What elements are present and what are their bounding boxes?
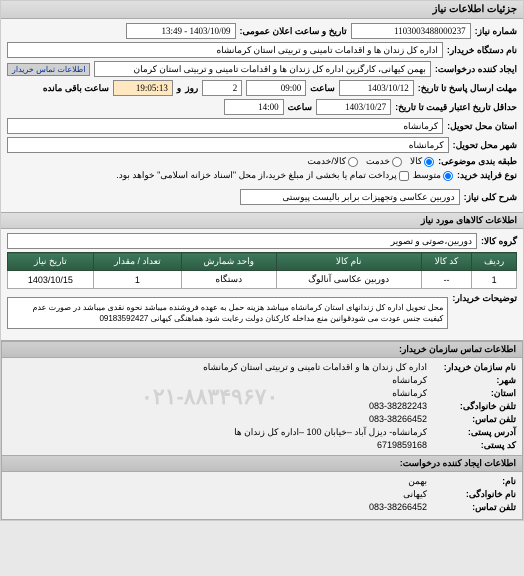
day-label: روز — [185, 83, 198, 94]
creator-header: اطلاعات ایجاد کننده درخواست: — [2, 455, 522, 472]
col-code: کد کالا — [421, 253, 472, 271]
service-radio[interactable] — [392, 157, 402, 167]
creator-label: ایجاد کننده درخواست: — [435, 64, 517, 75]
contact-city-value: کرمانشاه — [392, 375, 427, 386]
table-row[interactable]: 1 -- دوربین عکاسی آنالوگ دستگاه 1 1403/1… — [8, 271, 517, 289]
creator-family-value: کیهانی — [403, 489, 427, 500]
province-label: استان محل تحویل: — [447, 121, 517, 132]
col-row: ردیف — [472, 253, 517, 271]
creator-input[interactable] — [94, 61, 430, 77]
cell-qty: 1 — [93, 271, 181, 289]
medium-radio[interactable] — [443, 171, 453, 181]
creator-name-label: نام: — [431, 476, 516, 487]
cell-date: 1403/10/15 — [8, 271, 94, 289]
contact-province-label: استان: — [431, 388, 516, 399]
cell-code: -- — [421, 271, 472, 289]
goods-radio-label: کالا — [410, 156, 422, 167]
item-group-label: گروه کالا: — [481, 236, 517, 247]
validity-date-input[interactable] — [316, 99, 391, 115]
need-no-input[interactable] — [351, 23, 471, 39]
contact-phone-value: 083-38266452 — [369, 414, 427, 425]
remaining-label: ساعت باقی مانده — [43, 83, 109, 94]
city-input[interactable] — [7, 137, 449, 153]
need-title-label: شرح کلی نیاز: — [464, 192, 517, 203]
cell-name: دوربین عکاسی آنالوگ — [276, 271, 421, 289]
address-value: کرمانشاه- دیزل آباد –خیابان 100 –اداره ک… — [234, 427, 427, 438]
buyer-desc-box: محل تحویل اداره کل زندانهای استان کرمانش… — [7, 297, 448, 329]
col-unit: واحد شمارش — [181, 253, 276, 271]
job-phone-value: 083-38282243 — [369, 401, 427, 412]
goods-radio[interactable] — [424, 157, 434, 167]
buyer-device-input[interactable] — [7, 42, 443, 58]
time-left-input[interactable] — [113, 80, 173, 96]
city-label: شهر محل تحویل: — [453, 140, 517, 151]
cell-unit: دستگاه — [181, 271, 276, 289]
creator-phone-label: تلفن تماس: — [431, 502, 516, 513]
payment-note-label: پرداخت تمام یا بخشی از مبلغ خرید،از محل … — [116, 170, 396, 181]
validity-time-input[interactable] — [224, 99, 284, 115]
col-date: تاریخ نیاز — [8, 253, 94, 271]
payment-checkbox[interactable] — [399, 171, 409, 181]
deadline-label: مهلت ارسال پاسخ تا تاریخ: — [418, 83, 517, 94]
contact-phone-label: تلفن تماس: — [431, 414, 516, 425]
col-qty: تعداد / مقدار — [93, 253, 181, 271]
item-group-input[interactable] — [7, 233, 477, 249]
deadline-date-input[interactable] — [339, 80, 414, 96]
job-phone-label: تلفن خانوادگی: — [431, 401, 516, 412]
medium-radio-label: متوسط — [413, 170, 441, 181]
service-radio-label: خدمت — [366, 156, 390, 167]
items-header: اطلاعات کالاهای مورد نیاز — [1, 212, 523, 229]
creator-phone-value: 083-38266452 — [369, 502, 427, 513]
items-table: ردیف کد کالا نام کالا واحد شمارش تعداد /… — [7, 252, 517, 289]
creator-family-label: نام خانوادگی: — [431, 489, 516, 500]
province-input[interactable] — [7, 118, 443, 134]
announce-label: تاریخ و ساعت اعلان عمومی: — [240, 26, 347, 37]
goods-service-radio[interactable] — [348, 157, 358, 167]
and-label: و — [177, 83, 181, 94]
validity-label: حداقل تاریخ اعتبار قیمت تا تاریخ: — [395, 102, 517, 113]
hour-label-2: ساعت — [288, 102, 313, 113]
org-name-value: اداره کل زندان ها و اقدامات تامینی و ترب… — [203, 362, 427, 373]
days-left-input[interactable] — [202, 80, 242, 96]
category-label: طبقه بندی موضوعی: — [438, 156, 517, 167]
postal-label: کد پستی: — [431, 440, 516, 451]
process-type-label: نوع فرایند خرید: — [457, 170, 517, 181]
category-radio-group: کالا خدمت کالا/خدمت — [307, 156, 434, 167]
creator-name-value: بهمن — [408, 476, 427, 487]
main-header: جزئیات اطلاعات نیاز — [1, 1, 523, 19]
goods-service-radio-label: کالا/خدمت — [307, 156, 346, 167]
buyer-desc-label: توضیحات خریدار: — [452, 293, 517, 304]
postal-value: 6719859168 — [377, 440, 427, 451]
contact-province-value: کرمانشاه — [392, 388, 427, 399]
need-no-label: شماره نیاز: — [475, 26, 517, 37]
need-title-input[interactable] — [240, 189, 460, 205]
hour-label-1: ساعت — [310, 83, 335, 94]
contact-link-button[interactable]: اطلاعات تماس خریدار — [7, 63, 90, 76]
col-name: نام کالا — [276, 253, 421, 271]
address-label: آدرس پستی: — [431, 427, 516, 438]
cell-row: 1 — [472, 271, 517, 289]
announce-time-input[interactable] — [126, 23, 236, 39]
buyer-device-label: نام دستگاه خریدار: — [447, 45, 517, 56]
contact-header: اطلاعات تماس سازمان خریدار: — [2, 341, 522, 358]
contact-city-label: شهر: — [431, 375, 516, 386]
deadline-time-input[interactable] — [246, 80, 306, 96]
org-name-label: نام سازمان خریدار: — [431, 362, 516, 373]
